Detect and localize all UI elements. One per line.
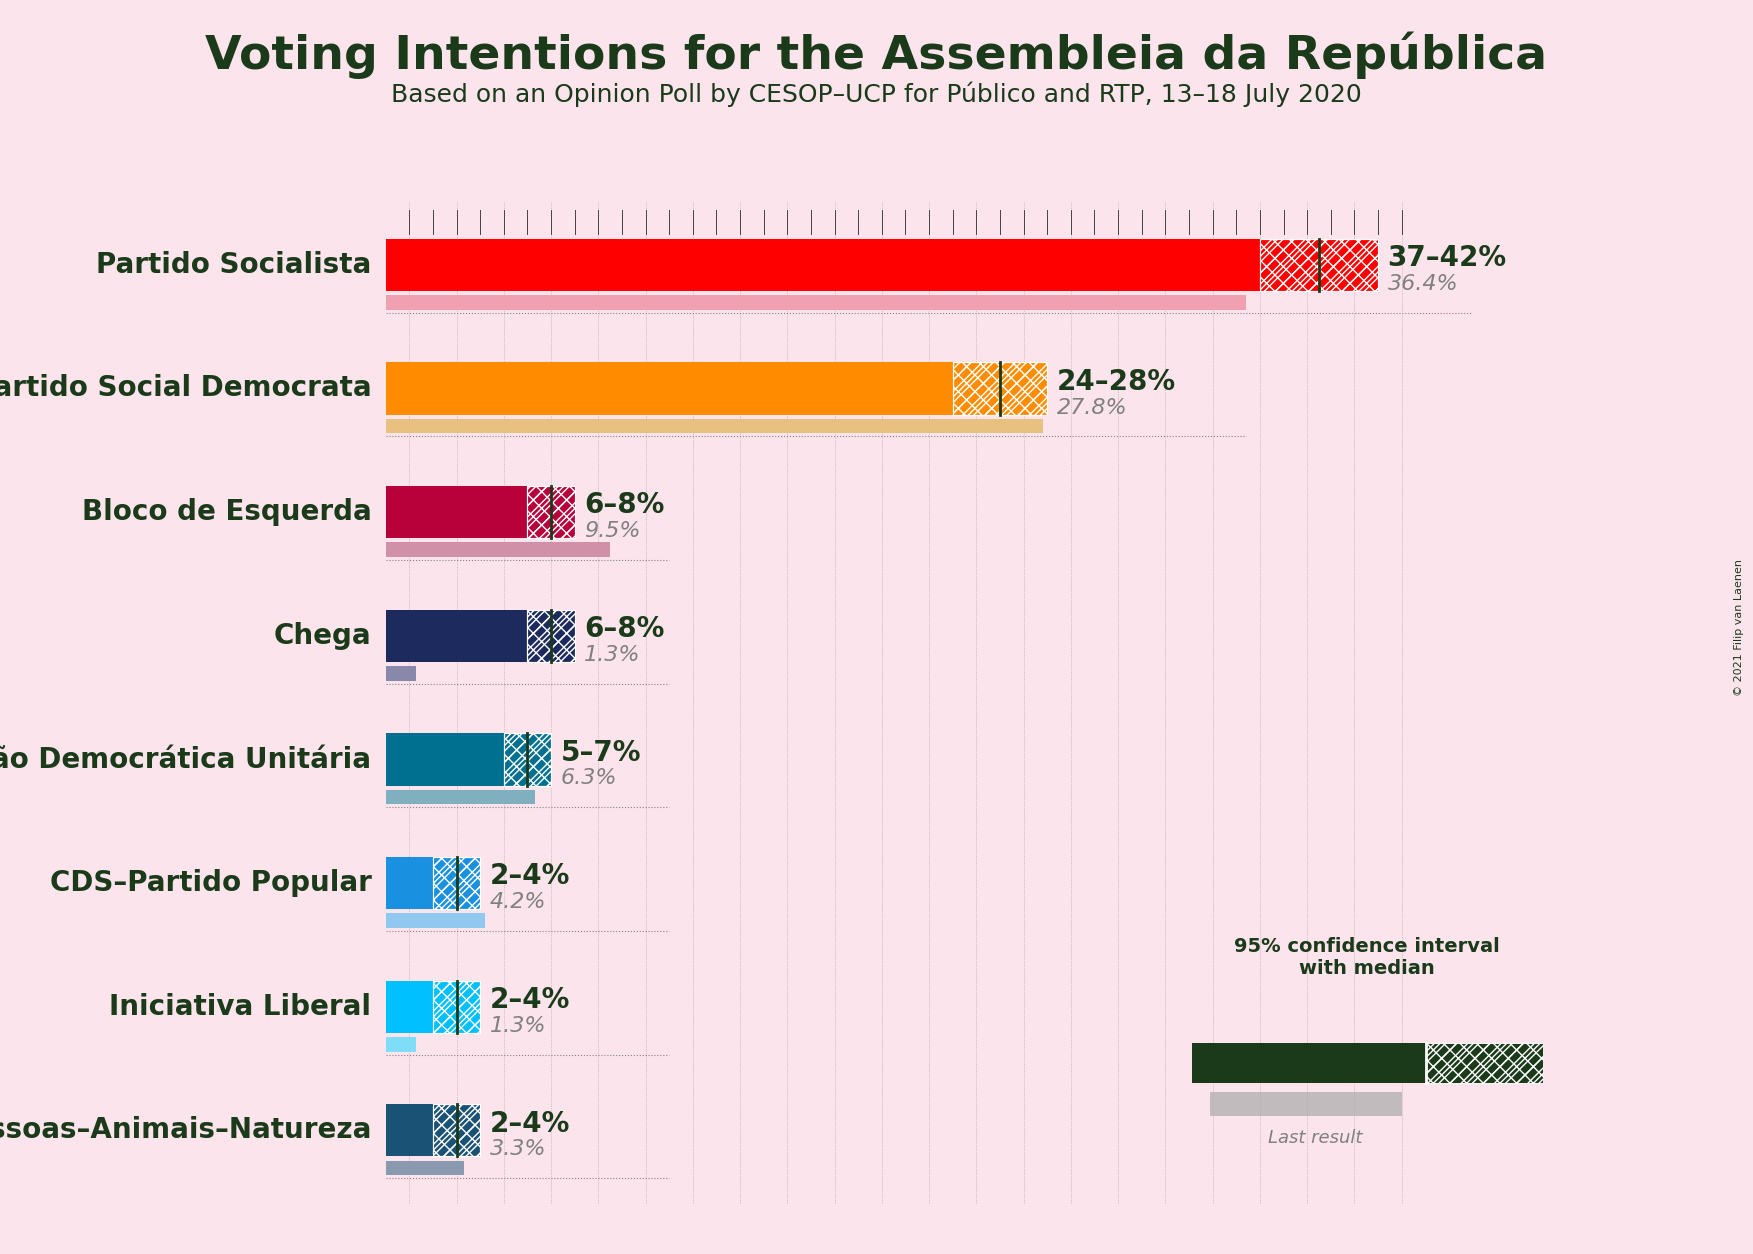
Text: 2–4%: 2–4% <box>489 1110 570 1137</box>
Bar <box>386 1105 433 1156</box>
Bar <box>433 856 480 909</box>
Bar <box>386 487 528 538</box>
Text: Based on an Opinion Poll by CESOP–UCP for Público and RTP, 13–18 July 2020: Based on an Opinion Poll by CESOP–UCP fo… <box>391 82 1362 107</box>
Text: Coligação Democrática Unitária: Coligação Democrática Unitária <box>0 745 372 774</box>
Bar <box>528 487 575 538</box>
Bar <box>386 856 433 909</box>
Text: 5–7%: 5–7% <box>561 739 642 766</box>
Bar <box>386 913 486 928</box>
Text: Partido Social Democrata: Partido Social Democrata <box>0 375 372 403</box>
Bar <box>433 981 480 1033</box>
Bar <box>386 1161 463 1175</box>
Text: Pessoas–Animais–Natureza: Pessoas–Animais–Natureza <box>0 1116 372 1145</box>
Text: 1.3%: 1.3% <box>584 645 640 665</box>
Bar <box>503 734 550 785</box>
Bar <box>952 362 1047 415</box>
Bar <box>528 487 575 538</box>
Bar <box>386 981 433 1033</box>
Bar <box>528 609 575 662</box>
Text: Bloco de Esquerda: Bloco de Esquerda <box>82 498 372 527</box>
Text: 95% confidence interval
with median: 95% confidence interval with median <box>1234 937 1501 978</box>
Bar <box>433 1105 480 1156</box>
Bar <box>433 1105 480 1156</box>
Text: 1.3%: 1.3% <box>489 1016 547 1036</box>
Bar <box>386 238 1260 291</box>
Bar <box>1260 238 1378 291</box>
Text: 6.3%: 6.3% <box>561 769 617 789</box>
Bar <box>528 487 575 538</box>
Text: 4.2%: 4.2% <box>489 892 547 912</box>
Bar <box>433 856 480 909</box>
Bar <box>1425 1043 1543 1082</box>
Bar <box>952 362 1047 415</box>
Bar <box>1260 238 1378 291</box>
Bar <box>386 790 535 804</box>
Bar <box>433 1105 480 1156</box>
Bar <box>386 734 503 785</box>
Bar <box>386 419 1043 434</box>
Text: 24–28%: 24–28% <box>1057 367 1176 396</box>
Text: 37–42%: 37–42% <box>1387 245 1506 272</box>
Text: Partido Socialista: Partido Socialista <box>96 251 372 278</box>
Text: 2–4%: 2–4% <box>489 863 570 890</box>
Text: 6–8%: 6–8% <box>584 492 664 519</box>
Text: 6–8%: 6–8% <box>584 616 664 643</box>
Bar <box>386 1037 417 1052</box>
Text: CDS–Partido Popular: CDS–Partido Popular <box>49 869 372 897</box>
Text: 9.5%: 9.5% <box>584 522 640 542</box>
Bar <box>1192 1043 1425 1082</box>
Text: 3.3%: 3.3% <box>489 1140 547 1160</box>
Bar <box>503 734 550 785</box>
Text: 2–4%: 2–4% <box>489 986 570 1014</box>
Bar <box>1425 1043 1543 1082</box>
Bar <box>386 543 610 557</box>
Bar <box>1260 238 1378 291</box>
Bar <box>386 362 952 415</box>
Bar <box>952 362 1047 415</box>
Text: Last result: Last result <box>1267 1129 1362 1146</box>
Bar <box>386 666 417 681</box>
Bar <box>386 609 528 662</box>
Text: Iniciativa Liberal: Iniciativa Liberal <box>109 993 372 1021</box>
Bar <box>528 609 575 662</box>
Text: Voting Intentions for the Assembleia da República: Voting Intentions for the Assembleia da … <box>205 31 1548 79</box>
Bar <box>433 981 480 1033</box>
Text: © 2021 Filip van Laenen: © 2021 Filip van Laenen <box>1734 558 1744 696</box>
Text: 36.4%: 36.4% <box>1387 273 1458 293</box>
Bar <box>433 856 480 909</box>
Text: 27.8%: 27.8% <box>1057 398 1127 418</box>
Bar <box>503 734 550 785</box>
Bar <box>386 295 1246 310</box>
Bar <box>433 981 480 1033</box>
Bar <box>528 609 575 662</box>
Text: Chega: Chega <box>273 622 372 650</box>
